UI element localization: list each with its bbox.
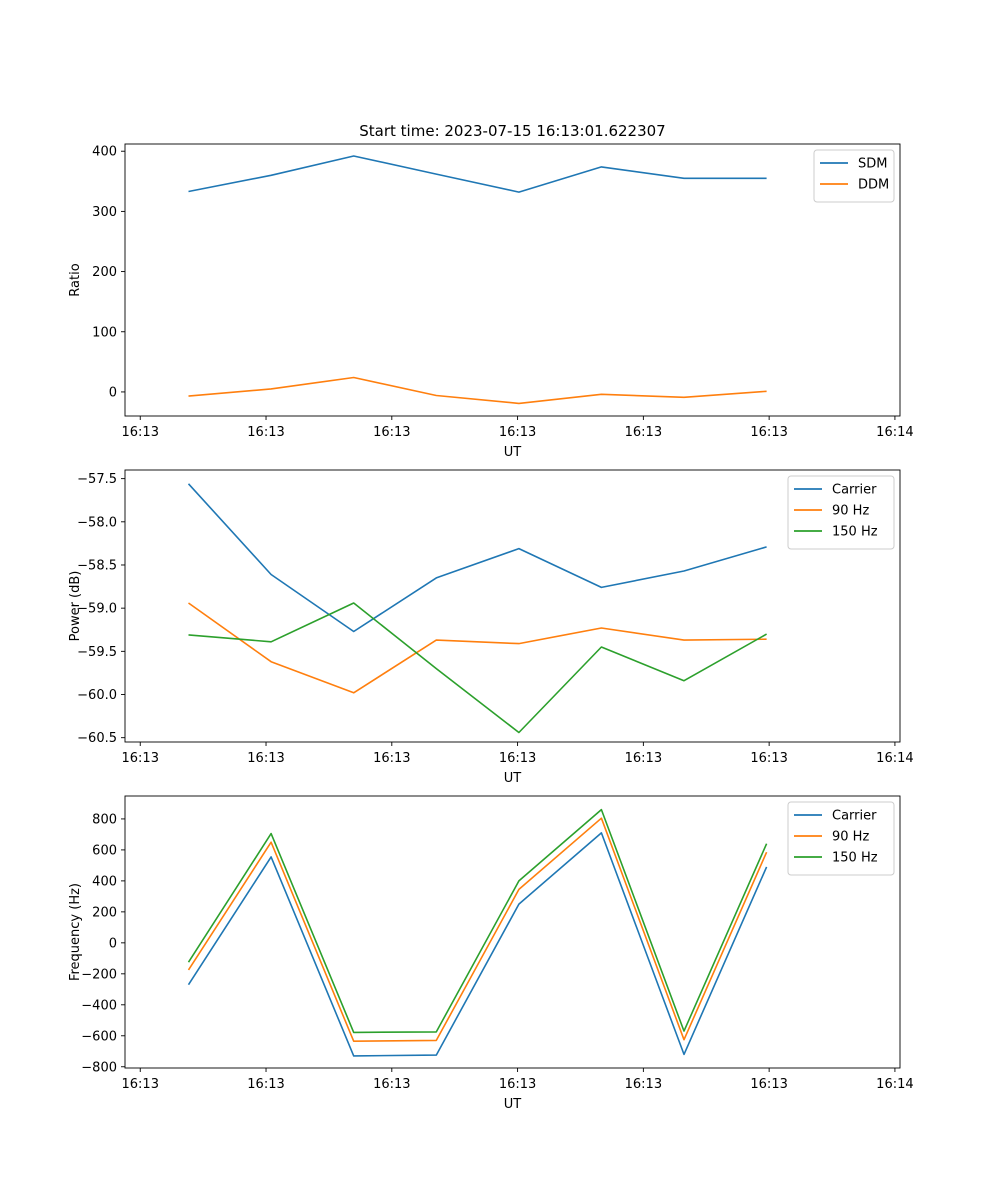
y-tick-label: 300 [92,205,117,220]
x-tick-label: 16:13 [122,425,159,440]
series-line-ddm [188,376,767,405]
x-tick-label: 16:13 [750,425,787,440]
x-tick-label: 16:13 [247,425,284,440]
x-axis-label: UT [504,445,522,460]
y-tick-label: −60.0 [77,688,117,703]
y-tick-label: −57.5 [77,472,117,487]
axes-frame [124,469,901,743]
series-line-150-hz [188,602,767,734]
x-axis-label: UT [504,1097,522,1112]
y-axis-label: Power (dB) [68,571,83,642]
series-line-150-hz [187,808,768,1034]
x-tick-label: 16:14 [876,1077,913,1092]
series-line-sdm [188,155,767,193]
legend: Carrier 90 Hz 150 Hz [787,801,895,876]
power-chart: 16:13 16:13 16:13 16:13 16:13 16:13 16:14 −57.5… [68,469,914,786]
y-tick-label: −58.5 [77,558,117,573]
x-tick-label: 16:13 [122,1077,159,1092]
x-tick-label: 16:13 [247,1077,284,1092]
y-axis-label: Ratio [68,263,83,296]
x-tick-label: 16:14 [876,751,913,766]
frequency-chart: 16:13 16:13 16:13 16:13 16:13 16:13 16:14 800 60… [68,795,914,1112]
legend-label: SDM [858,157,887,172]
x-tick-label: 16:13 [625,425,662,440]
y-tick-label: −600 [81,1029,117,1044]
y-tick-label: −800 [81,1060,117,1075]
y-tick-label: 100 [92,325,117,340]
y-tick-label: −59.5 [77,645,117,660]
legend-label: Carrier [832,483,877,498]
y-tick-label: −58.0 [77,515,117,530]
legend-label: 90 Hz [832,830,869,845]
chart-title: Start time: 2023-07-15 16:13:01.622307 [359,122,665,140]
series-line-90-hz [188,602,767,694]
legend-label: 150 Hz [832,851,878,866]
y-tick-label: −60.5 [77,731,117,746]
ratio-chart: Start time: 2023-07-15 16:13:01.622307 16… [68,122,914,460]
y-tick-label: 400 [92,145,117,160]
x-tick-label: 16:14 [876,425,913,440]
y-tick-label: 0 [109,385,117,400]
series-line-90-hz [187,817,768,1042]
x-tick-label: 16:13 [373,1077,410,1092]
series-line-carrier [187,483,767,633]
y-tick-label: −59.0 [77,602,117,617]
y-tick-label: −400 [81,998,117,1013]
legend-label: Carrier [832,809,877,824]
y-axis-label: Frequency (Hz) [68,883,83,981]
x-tick-label: 16:13 [499,751,536,766]
x-tick-label: 16:13 [122,751,159,766]
x-tick-label: 16:13 [373,425,410,440]
y-tick-label: 600 [92,843,117,858]
series-line-carrier [187,832,768,1057]
y-tick-label: 400 [92,874,117,889]
legend-label: DDM [858,178,889,193]
x-tick-label: 16:13 [499,425,536,440]
axes-frame [124,795,901,1069]
y-tick-label: 200 [92,905,117,920]
x-axis-label: UT [504,771,522,786]
x-tick-label: 16:13 [750,751,787,766]
x-tick-label: 16:13 [750,1077,787,1092]
legend: SDM DDM [813,149,895,203]
x-tick-label: 16:13 [247,751,284,766]
legend-label: 150 Hz [832,525,878,540]
y-tick-label: −200 [81,967,117,982]
legend-label: 90 Hz [832,504,869,519]
x-tick-label: 16:13 [625,1077,662,1092]
y-tick-label: 0 [109,936,117,951]
axes-frame [124,143,901,417]
y-tick-label: 800 [92,812,117,827]
x-tick-label: 16:13 [499,1077,536,1092]
x-tick-label: 16:13 [373,751,410,766]
x-tick-label: 16:13 [625,751,662,766]
y-tick-label: 200 [92,265,117,280]
legend: Carrier 90 Hz 150 Hz [787,475,895,550]
